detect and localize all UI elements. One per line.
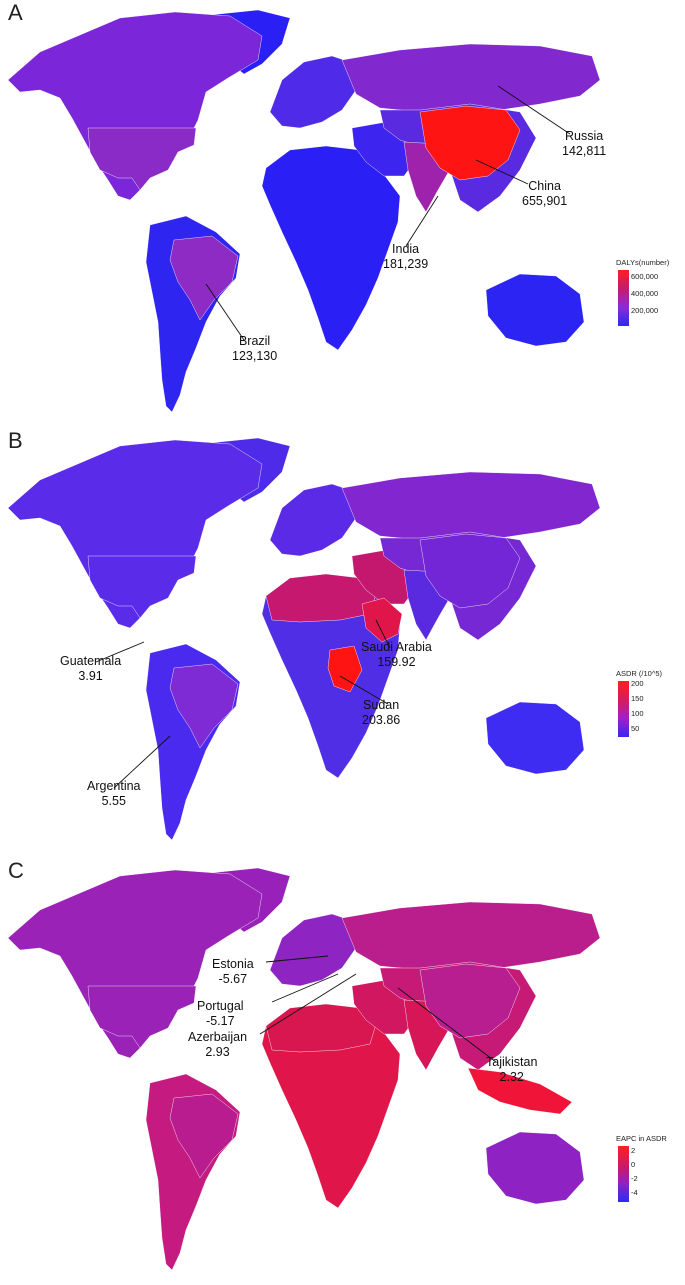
- callout-value: 2.93: [205, 1045, 230, 1059]
- callout-country: Russia: [565, 129, 604, 143]
- legend-tick: 150: [631, 694, 644, 703]
- region-brazil: [169, 663, 239, 749]
- callout-leader-line: [405, 195, 439, 247]
- panel-letter: A: [8, 0, 23, 25]
- legend-colorbar: [618, 270, 629, 326]
- callout-sudan: Sudan 203.86: [362, 698, 400, 728]
- legend-tick: 400,000: [631, 289, 659, 298]
- callout-country: Brazil: [238, 334, 271, 348]
- legend-tick: 100: [631, 709, 644, 718]
- callout-value: 123,130: [232, 349, 278, 363]
- callout-china: China 655,901: [522, 179, 567, 209]
- legend-tick: -4: [631, 1188, 638, 1197]
- callout-country: Guatemala: [60, 654, 122, 668]
- region-europe: [269, 55, 357, 129]
- region-russia: [341, 471, 601, 541]
- legend-colorbar: [618, 681, 629, 737]
- callout-value: -5.17: [206, 1014, 235, 1028]
- callout-value: 3.91: [78, 669, 103, 683]
- callout-leader-line: [475, 159, 529, 185]
- callout-guatemala: Guatemala 3.91: [60, 654, 121, 684]
- panel-letter: C: [8, 858, 24, 883]
- callout-leader-line: [339, 675, 389, 705]
- callout-country: Tajikistan: [486, 1055, 538, 1069]
- country-saudi: [361, 597, 403, 643]
- panel-b: B ASDR (/10^5) 200 150 100 50 Guatemala 3…: [0, 428, 685, 856]
- legend-colorbar: [618, 1146, 629, 1202]
- region-africa: [261, 145, 401, 351]
- callout-brazil: Brazil 123,130: [232, 334, 277, 364]
- callout-value: 181,239: [383, 257, 429, 271]
- legend-tick: 200: [631, 679, 644, 688]
- world-map-c: [7, 867, 601, 1271]
- legend-tick: 0: [631, 1160, 636, 1169]
- region-usa: [87, 985, 197, 1049]
- legend-title: ASDR (/10^5): [616, 669, 663, 678]
- callout-azerbaijan: Azerbaijan 2.93: [188, 1030, 247, 1060]
- callout-leader-line: [95, 641, 145, 663]
- world-map-a: [7, 9, 601, 413]
- region-china: [419, 533, 521, 609]
- region-russia: [341, 43, 601, 113]
- callout-leader-line: [375, 619, 391, 649]
- panel-letter: B: [8, 428, 23, 453]
- panel-c: C EAPC in ASDR 2 0 -2 -4 Estonia -5.67 Po…: [0, 858, 685, 1285]
- world-map-b: [7, 437, 601, 841]
- legend-tick: 2: [631, 1146, 636, 1155]
- callout-leader-line: [497, 85, 571, 135]
- region-russia: [341, 901, 601, 971]
- callout-tajikistan: Tajikistan 2.32: [486, 1055, 537, 1085]
- legend-tick: 600,000: [631, 272, 659, 281]
- callout-country: Argentina: [87, 779, 141, 793]
- callout-country: Azerbaijan: [188, 1030, 248, 1044]
- callout-value: -5.67: [218, 972, 248, 986]
- callout-leader-line: [259, 973, 357, 1035]
- callout-country: Saudi Arabia: [361, 640, 432, 654]
- legend-title: EAPC in ASDR: [616, 1134, 667, 1143]
- region-brazil: [169, 235, 239, 321]
- callout-value: 2.32: [499, 1070, 524, 1084]
- legend-tick: 200,000: [631, 306, 659, 315]
- callout-argentina: Argentina 5.55: [87, 779, 141, 809]
- panel-a: A DALYs(number) 600,000 400,000 200,000 …: [0, 0, 685, 425]
- region-brazil: [169, 1093, 239, 1179]
- callout-value: 159.92: [377, 655, 416, 669]
- callout-leader-line: [113, 735, 171, 789]
- callout-country: Sudan: [363, 698, 400, 712]
- callout-leader-line: [265, 955, 329, 963]
- region-china: [419, 105, 521, 181]
- callout-leader-line: [397, 987, 497, 1063]
- callout-india: India 181,239: [383, 242, 428, 272]
- region-usa: [87, 555, 197, 619]
- legend-tick: -2: [631, 1174, 638, 1183]
- callout-estonia: Estonia -5.67: [212, 957, 254, 987]
- callout-portugal: Portugal -5.17: [197, 999, 244, 1029]
- region-north-africa: [265, 1003, 377, 1053]
- legend-tick: 50: [631, 724, 640, 733]
- callout-country: Estonia: [212, 957, 254, 971]
- callout-leader-line: [271, 973, 339, 1003]
- region-usa: [87, 127, 197, 191]
- callout-value: 203.86: [362, 713, 401, 727]
- country-sudan: [327, 645, 363, 693]
- callout-country: India: [392, 242, 420, 256]
- callout-value: 655,901: [522, 194, 568, 208]
- region-china: [419, 963, 521, 1039]
- callout-leader-line: [205, 283, 245, 341]
- callout-country: China: [528, 179, 561, 193]
- region-europe: [269, 483, 357, 557]
- region-europe: [269, 913, 357, 987]
- region-australia: [485, 701, 585, 775]
- callout-russia: Russia 142,811: [562, 129, 606, 159]
- callout-country: Portugal: [197, 999, 244, 1013]
- region-australia: [485, 273, 585, 347]
- callout-value: 5.55: [101, 794, 126, 808]
- region-se-asia: [467, 1067, 573, 1115]
- callout-saudi-arabia: Saudi Arabia 159.92: [361, 640, 432, 670]
- legend-title: DALYs(number): [616, 258, 670, 267]
- region-australia: [485, 1131, 585, 1205]
- callout-value: 142,811: [562, 144, 607, 158]
